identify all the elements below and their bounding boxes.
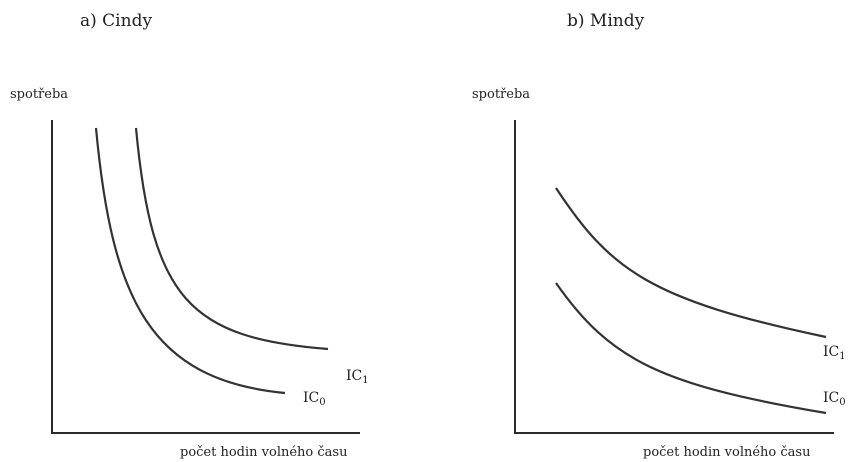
panel-mindy-x-axis-label: počet hodin volného času [643,445,810,460]
panel-mindy-y-axis-label: spotřeba [472,87,530,102]
panel-cindy-curve-ic0 [94,127,286,395]
panel-mindy-label-ic1: IC1 [823,344,846,362]
panel-cindy-x-axis-label: počet hodin volného času [180,445,347,460]
panel-mindy-title: b) Mindy [567,11,645,31]
panel-cindy-y-axis-label: spotřeba [10,87,68,102]
panel-cindy-label-ic1: IC1 [346,368,369,386]
panel-cindy-curve-ic1 [134,127,329,351]
panel-cindy-axes [51,120,360,434]
panel-cindy: a) Cindy spotřeba IC0 IC1 počet hodin vo… [10,11,369,460]
panel-mindy-axes [514,120,834,434]
panel-mindy-label-ic0: IC0 [823,390,846,408]
panel-mindy-curve-ic0 [555,282,827,415]
panel-mindy: b) Mindy spotřeba IC1 IC0 počet hodin vo… [472,11,846,460]
panel-cindy-title: a) Cindy [80,11,152,31]
panel-cindy-label-ic0: IC0 [303,390,326,408]
panel-mindy-curve-ic1 [555,187,827,339]
